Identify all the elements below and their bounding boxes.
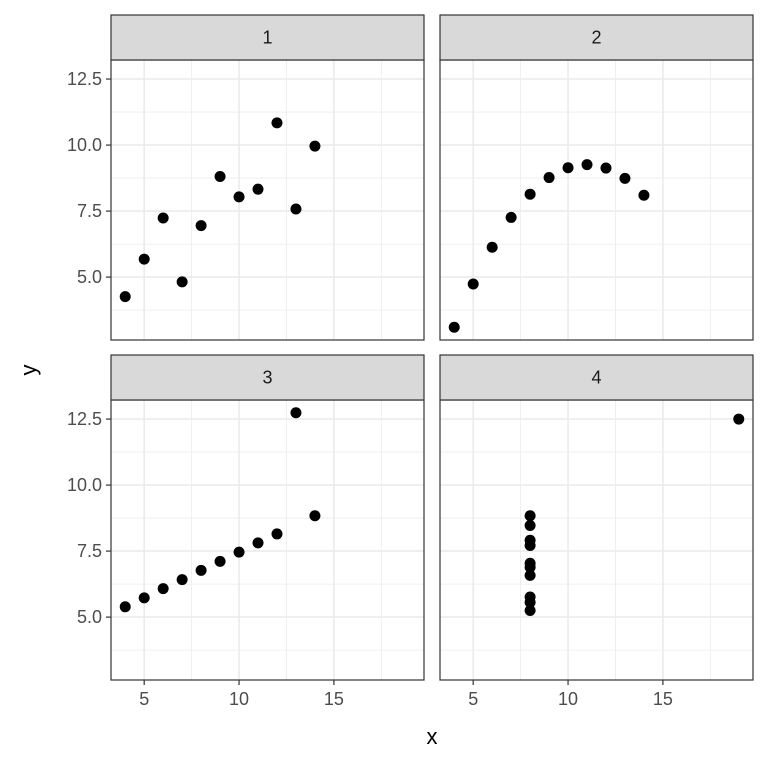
point bbox=[157, 212, 169, 224]
y-tick-label: 5.0 bbox=[77, 267, 102, 287]
point bbox=[290, 203, 302, 215]
point bbox=[524, 519, 536, 531]
point bbox=[271, 117, 283, 129]
point bbox=[233, 546, 245, 558]
panel-background bbox=[440, 60, 753, 340]
point bbox=[233, 191, 245, 203]
point bbox=[138, 592, 150, 604]
point bbox=[524, 561, 536, 573]
x-tick-label: 5 bbox=[139, 689, 149, 709]
point bbox=[252, 183, 264, 195]
x-axis-title: x bbox=[427, 724, 438, 749]
y-tick-label: 10.0 bbox=[67, 475, 102, 495]
strip-label: 3 bbox=[262, 367, 272, 387]
strip bbox=[110, 14, 425, 61]
point bbox=[524, 510, 536, 522]
y-tick-label: 12.5 bbox=[67, 69, 102, 89]
panel-background bbox=[111, 400, 424, 680]
y-tick-label: 7.5 bbox=[77, 541, 102, 561]
point bbox=[486, 241, 498, 253]
point bbox=[505, 211, 517, 223]
point bbox=[214, 555, 226, 567]
panel-background bbox=[440, 400, 753, 680]
strip-label: 1 bbox=[262, 27, 272, 47]
point bbox=[157, 583, 169, 595]
point bbox=[252, 537, 264, 549]
y-axis-title: y bbox=[16, 365, 41, 376]
point bbox=[600, 162, 612, 174]
x-tick-label: 5 bbox=[468, 689, 478, 709]
strip bbox=[439, 14, 754, 61]
point bbox=[524, 534, 536, 546]
strip bbox=[110, 354, 425, 401]
point bbox=[195, 220, 207, 232]
point bbox=[309, 510, 321, 522]
point bbox=[290, 407, 302, 419]
point bbox=[543, 172, 555, 184]
point bbox=[638, 189, 650, 201]
y-tick-label: 7.5 bbox=[77, 201, 102, 221]
strip-label: 2 bbox=[591, 27, 601, 47]
point bbox=[176, 276, 188, 288]
point bbox=[524, 596, 536, 608]
x-tick-label: 15 bbox=[653, 689, 673, 709]
point bbox=[309, 140, 321, 152]
x-tick-label: 15 bbox=[324, 689, 344, 709]
point bbox=[119, 601, 131, 613]
y-tick-label: 5.0 bbox=[77, 607, 102, 627]
strip-label: 4 bbox=[591, 367, 601, 387]
point bbox=[733, 413, 745, 425]
point bbox=[119, 291, 131, 303]
point bbox=[562, 162, 574, 174]
point bbox=[138, 253, 150, 265]
x-tick-label: 10 bbox=[229, 689, 249, 709]
point bbox=[524, 188, 536, 200]
panel-background bbox=[111, 60, 424, 340]
point bbox=[619, 172, 631, 184]
point bbox=[214, 170, 226, 182]
strip bbox=[439, 354, 754, 401]
point bbox=[581, 159, 593, 171]
x-tick-label: 10 bbox=[558, 689, 578, 709]
point bbox=[467, 278, 479, 290]
y-tick-label: 12.5 bbox=[67, 409, 102, 429]
point bbox=[524, 605, 536, 617]
point bbox=[195, 564, 207, 576]
point bbox=[448, 321, 460, 333]
point bbox=[271, 528, 283, 540]
y-tick-label: 10.0 bbox=[67, 135, 102, 155]
point bbox=[524, 569, 536, 581]
point bbox=[176, 574, 188, 586]
